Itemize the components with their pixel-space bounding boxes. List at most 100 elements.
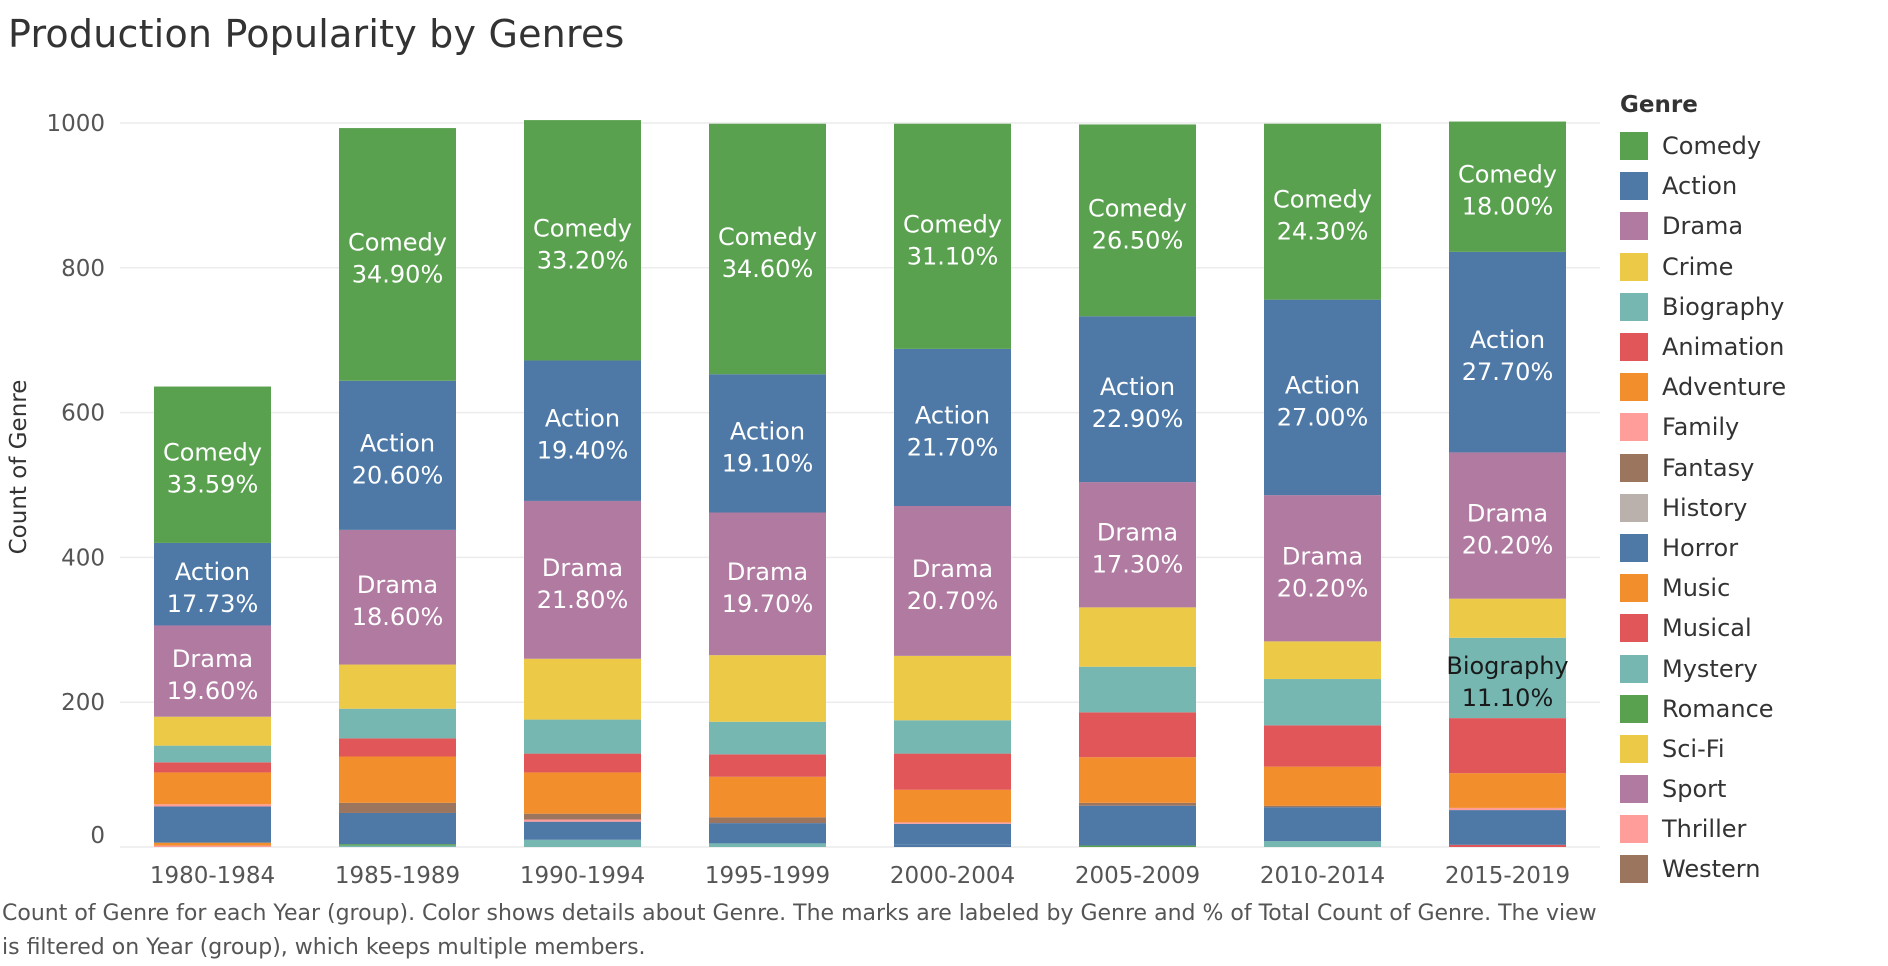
stacked-bar-chart: 0 200 400 600 800 1000 Count of Genre Drama 19…	[6, 111, 1600, 889]
legend-swatch	[1620, 373, 1648, 402]
bar-segment	[339, 738, 456, 757]
bar-segment	[1449, 718, 1566, 774]
legend-label: Romance	[1662, 694, 1774, 723]
bar-segment	[1264, 725, 1381, 767]
legend-label: Crime	[1662, 252, 1734, 281]
bar-segment	[339, 802, 456, 813]
legend-item[interactable]: Crime	[1620, 247, 1880, 287]
legend-item[interactable]: History	[1620, 488, 1880, 528]
legend-label: Music	[1662, 574, 1731, 603]
x-tick-label: 2010-2014	[1260, 863, 1385, 889]
bar-segment	[894, 505, 1011, 656]
bar-segment	[1079, 607, 1196, 667]
bar-segment	[1449, 810, 1566, 845]
bar-label-genre: Drama	[1282, 542, 1363, 570]
bar-segment	[1079, 482, 1196, 608]
legend-item[interactable]: Music	[1620, 568, 1880, 608]
bar-label-percent: 20.60%	[352, 461, 444, 489]
bar-segment	[524, 753, 641, 773]
legend-item[interactable]: Romance	[1620, 689, 1880, 729]
bar-label-percent: 33.20%	[537, 246, 629, 274]
y-tick-label: 200	[61, 690, 105, 716]
bar-segment	[339, 529, 456, 665]
legend-label: Fantasy	[1662, 453, 1755, 482]
bar-segment	[154, 772, 271, 805]
bar-segment	[709, 817, 826, 824]
bar-segment	[894, 720, 1011, 754]
bar-label-percent: 18.00%	[1462, 193, 1554, 221]
bar-label-genre: Action	[360, 429, 435, 457]
legend-item[interactable]: Fantasy	[1620, 448, 1880, 488]
bar-label-genre: Drama	[1467, 500, 1548, 528]
bar-segment	[154, 542, 271, 626]
legend-label: Musical	[1662, 614, 1752, 643]
bar-segment	[709, 123, 826, 375]
legend-item[interactable]: Mystery	[1620, 648, 1880, 688]
bar-label-percent: 20.20%	[1277, 574, 1369, 602]
bar-label-genre: Action	[915, 401, 990, 429]
legend-item[interactable]: Biography	[1620, 287, 1880, 327]
legend-swatch	[1620, 614, 1648, 643]
bar-label-genre: Comedy	[348, 228, 447, 256]
bar-segment	[709, 776, 826, 818]
legend-item[interactable]: Western	[1620, 849, 1880, 889]
legend-item[interactable]: Thriller	[1620, 809, 1880, 849]
bar-segment	[154, 806, 271, 843]
bar-label-genre: Action	[545, 405, 620, 433]
legend-label: Horror	[1662, 533, 1739, 562]
bar-segment	[1264, 679, 1381, 726]
bar-segment	[1264, 495, 1381, 642]
legend-swatch	[1620, 333, 1648, 362]
bar-label-genre: Comedy	[903, 210, 1002, 238]
bar-segment	[154, 804, 271, 807]
y-tick-label: 1000	[46, 111, 105, 137]
legend-item[interactable]: Horror	[1620, 528, 1880, 568]
bar-label-percent: 11.10%	[1462, 684, 1554, 712]
bar-label-genre: Drama	[727, 558, 808, 586]
bar-segment	[894, 123, 1011, 349]
legend-item[interactable]: Sci-Fi	[1620, 729, 1880, 769]
legend-item[interactable]: Sport	[1620, 769, 1880, 809]
legend-label: Comedy	[1662, 132, 1762, 161]
bar-label-percent: 19.70%	[722, 590, 814, 618]
legend-item[interactable]: Family	[1620, 407, 1880, 447]
x-tick-label: 1995-1999	[705, 863, 830, 889]
bar-segment	[894, 753, 1011, 790]
y-axis: 0 200 400 600 800 1000	[46, 111, 105, 849]
bar-label-percent: 20.20%	[1462, 532, 1554, 560]
legend-swatch	[1620, 453, 1648, 482]
bar-segment	[1449, 637, 1566, 719]
legend-item[interactable]: Adventure	[1620, 367, 1880, 407]
legend-item[interactable]: Drama	[1620, 206, 1880, 246]
bar-label-percent: 27.70%	[1462, 358, 1554, 386]
bar-label-percent: 21.70%	[907, 433, 999, 461]
bar-segment	[524, 821, 641, 840]
legend-item[interactable]: Animation	[1620, 327, 1880, 367]
bar-label-percent: 19.40%	[537, 437, 629, 465]
legend-item[interactable]: Action	[1620, 166, 1880, 206]
bar-label-percent: 27.00%	[1277, 403, 1369, 431]
color-legend: Genre Comedy Action Drama Crime Biography Ani…	[1620, 92, 1880, 890]
bar-label-genre: Comedy	[1458, 161, 1557, 189]
bar-label-genre: Drama	[912, 555, 993, 583]
bar-segment	[894, 823, 1011, 845]
bar-segment	[894, 822, 1011, 824]
chart-title: Production Popularity by Genres	[8, 12, 625, 56]
x-tick-label: 1980-1984	[150, 863, 275, 889]
bar-segment	[1264, 766, 1381, 806]
legend-swatch	[1620, 292, 1648, 321]
bar-segment	[1079, 316, 1196, 483]
bar-segment	[1079, 666, 1196, 713]
legend-swatch	[1620, 212, 1648, 241]
legend-item[interactable]: Comedy	[1620, 126, 1880, 166]
y-axis-label: Count of Genre	[6, 380, 32, 555]
x-tick-label: 1985-1989	[335, 863, 460, 889]
legend-label: Sport	[1662, 775, 1727, 804]
legend-item[interactable]: Musical	[1620, 608, 1880, 648]
bar-segment	[154, 716, 271, 746]
bar-segment	[524, 819, 641, 822]
y-tick-label: 800	[61, 256, 105, 282]
bar-label-genre: Comedy	[533, 214, 632, 242]
bar-segment	[1079, 802, 1196, 806]
legend-swatch	[1620, 252, 1648, 281]
